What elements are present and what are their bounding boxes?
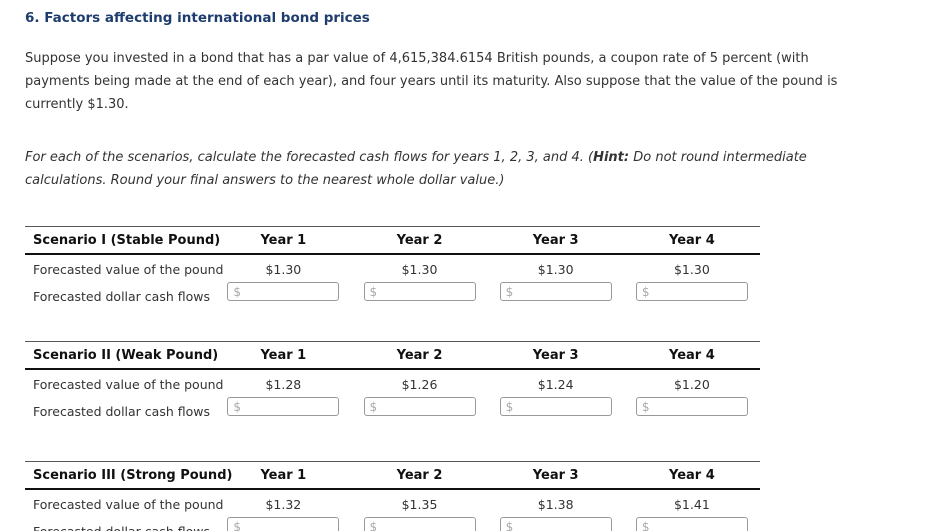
cash-flow-row: Forecasted dollar cash flows [25, 394, 760, 423]
scenario2-year4-cash-flow-input[interactable] [635, 397, 748, 416]
scenario1-year2-cash-flow-input[interactable] [363, 282, 476, 301]
pound-value-cell: $1.20 [673, 377, 710, 392]
pound-value-cell: $1.30 [265, 262, 302, 277]
year-2-header: Year 2 [351, 341, 488, 370]
year-4-header: Year 4 [623, 461, 760, 490]
table-header-row: Scenario III (Strong Pound) Year 1 Year … [25, 461, 760, 490]
scenario3-year4-cash-flow-input[interactable] [635, 517, 748, 531]
scenario3-year2-cash-flow-input[interactable] [363, 517, 476, 531]
scenario-2-table: Scenario II (Weak Pound) Year 1 Year 2 Y… [25, 341, 760, 423]
pound-value-cell: $1.30 [401, 262, 438, 277]
year-2-header: Year 2 [351, 226, 488, 255]
cash-flow-row: Forecasted dollar cash flows [25, 279, 760, 308]
year-4-header: Year 4 [623, 226, 760, 255]
cash-flow-row-label: Forecasted dollar cash flows [33, 523, 210, 531]
scenario2-year1-cash-flow-input[interactable] [227, 397, 340, 416]
pound-value-cell: $1.41 [673, 497, 710, 512]
year-3-header: Year 3 [487, 341, 624, 370]
year-3-header: Year 3 [487, 226, 624, 255]
scenario1-year4-cash-flow-input[interactable] [635, 282, 748, 301]
pound-value-cell: $1.35 [401, 497, 438, 512]
pound-value-row-label: Forecasted value of the pound [33, 377, 224, 392]
year-3-header: Year 3 [487, 461, 624, 490]
scenario-1-table: Scenario I (Stable Pound) Year 1 Year 2 … [25, 226, 760, 308]
pound-value-row-label: Forecasted value of the pound [33, 497, 224, 512]
question-title: 6. Factors affecting international bond … [25, 10, 370, 26]
pound-value-cell: $1.30 [673, 262, 710, 277]
scenario2-year2-cash-flow-input[interactable] [363, 397, 476, 416]
pound-value-cell: $1.38 [537, 497, 574, 512]
pound-value-row: Forecasted value of the pound $1.32 $1.3… [25, 489, 760, 514]
table-header-row: Scenario I (Stable Pound) Year 1 Year 2 … [25, 226, 760, 255]
scenario-2-title: Scenario II (Weak Pound) [25, 341, 218, 370]
pound-value-row: Forecasted value of the pound $1.28 $1.2… [25, 369, 760, 394]
pound-value-cell: $1.26 [401, 377, 438, 392]
table-header-row: Scenario II (Weak Pound) Year 1 Year 2 Y… [25, 341, 760, 370]
instructions-paragraph: For each of the scenarios, calculate the… [25, 146, 847, 192]
year-2-header: Year 2 [351, 461, 488, 490]
intro-paragraph: Suppose you invested in a bond that has … [25, 51, 838, 112]
scenario2-year3-cash-flow-input[interactable] [499, 397, 612, 416]
cash-flow-row-label: Forecasted dollar cash flows [33, 403, 210, 419]
year-1-header: Year 1 [215, 226, 352, 255]
scenario3-year1-cash-flow-input[interactable] [227, 517, 340, 531]
scenario1-year1-cash-flow-input[interactable] [227, 282, 340, 301]
year-1-header: Year 1 [215, 461, 352, 490]
instructions-post-hint: Do not round intermediate calculations. … [25, 150, 807, 188]
year-1-header: Year 1 [215, 341, 352, 370]
scenario-1-title: Scenario I (Stable Pound) [25, 226, 220, 255]
year-4-header: Year 4 [623, 341, 760, 370]
pound-value-row-label: Forecasted value of the pound [33, 262, 224, 277]
cash-flow-row-label: Forecasted dollar cash flows [33, 288, 210, 304]
pound-value-row: Forecasted value of the pound $1.30 $1.3… [25, 254, 760, 279]
instructions-pre-hint: For each of the scenarios, calculate the… [25, 150, 594, 165]
scenario-3-table: Scenario III (Strong Pound) Year 1 Year … [25, 461, 760, 531]
cash-flow-row: Forecasted dollar cash flows [25, 514, 760, 531]
scenario1-year3-cash-flow-input[interactable] [499, 282, 612, 301]
pound-value-cell: $1.30 [537, 262, 574, 277]
pound-value-cell: $1.32 [265, 497, 302, 512]
scenario3-year3-cash-flow-input[interactable] [499, 517, 612, 531]
pound-value-cell: $1.28 [265, 377, 302, 392]
pound-value-cell: $1.24 [537, 377, 574, 392]
scenario-3-title: Scenario III (Strong Pound) [25, 461, 232, 490]
hint-label: Hint: [593, 150, 630, 165]
